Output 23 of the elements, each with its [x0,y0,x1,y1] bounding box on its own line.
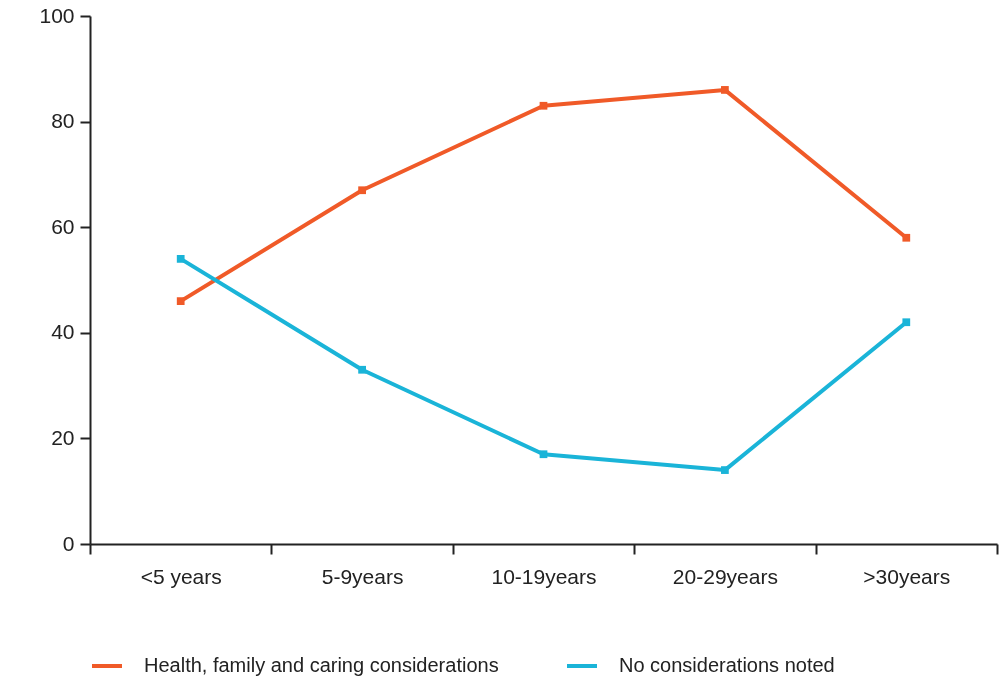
point [539,101,548,110]
x-tick-label: 20-29years [672,564,778,588]
point [176,255,185,263]
x-tick-label: 10-19years [491,564,597,588]
point [358,365,366,374]
y-tick-label: 20 [51,425,75,449]
point [721,86,729,94]
point [176,297,185,305]
x-tick-label: 5-9years [321,564,404,588]
x-tick-label: >30years [863,564,951,588]
y-tick-label: 0 [62,531,75,555]
point [902,233,911,242]
y-tick-label: 80 [51,109,75,133]
y-tick-label: 60 [51,214,75,238]
point [539,450,548,459]
point [721,466,729,474]
y-tick-label: 100 [39,3,75,27]
point [902,318,911,327]
y-tick-label: 40 [51,320,75,344]
point [358,186,366,195]
x-tick-label: <5 years [140,564,222,588]
legend-label: No considerations noted [619,654,835,676]
legend-label: Health, family and caring considerations [144,654,499,676]
